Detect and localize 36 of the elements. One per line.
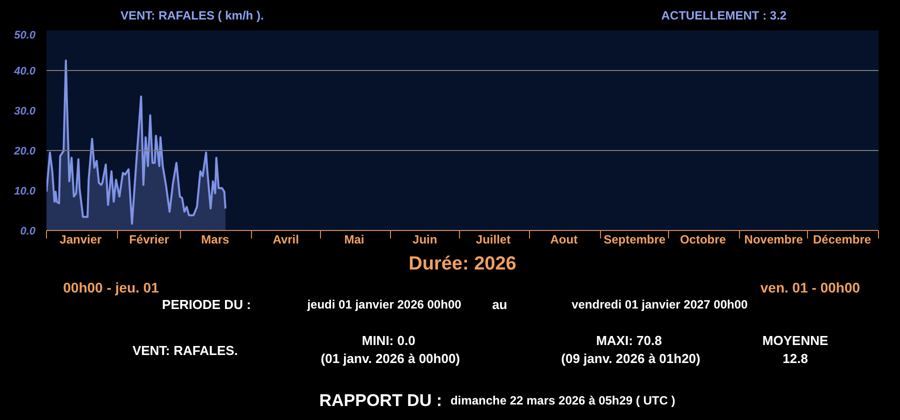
text: ven. 01 - 00h00 <box>760 280 860 296</box>
y-tick-label: 10.0 <box>14 186 36 198</box>
text: 00h00 - jeu. 01 <box>63 280 160 296</box>
text: PERIODE DU : <box>162 297 251 312</box>
x-axis-title: Durée: 2026 <box>408 254 516 274</box>
text: VENT: RAFALES. <box>132 343 238 358</box>
text: RAPPORT DU : <box>319 391 442 410</box>
y-tick-label: 0.0 <box>20 226 36 238</box>
y-tick-label: 50.0 <box>14 30 36 42</box>
x-tick-label: Novembre <box>744 232 804 246</box>
text: (09 janv. 2026 à 01h20) <box>561 351 700 366</box>
x-tick-label: Février <box>129 232 170 246</box>
text: (01 janv. 2026 à 00h00) <box>320 351 460 366</box>
y-tick-label: 20.0 <box>13 146 36 158</box>
x-tick-label: Avril <box>272 232 299 246</box>
text: MINI: 0.0 <box>362 333 416 348</box>
x-tick-label: Mars <box>201 232 230 246</box>
x-tick-label: Décembre <box>813 232 872 246</box>
text: dimanche 22 mars 2026 à 05h29 ( UTC ) <box>450 394 676 408</box>
x-tick-label: Aout <box>550 232 578 246</box>
x-tick-label: Juillet <box>476 232 511 246</box>
text: MAXI: 70.8 <box>596 333 662 348</box>
y-tick-label: 40.0 <box>13 66 36 78</box>
text: ACTUELLEMENT : 3.2 <box>661 8 787 22</box>
x-tick-label: Septembre <box>604 232 666 246</box>
text: 12.8 <box>782 351 808 366</box>
x-tick-label: Octobre <box>680 232 726 246</box>
x-tick-label: Juin <box>412 232 438 246</box>
text: jeudi 01 janvier 2026 00h00 <box>306 298 462 312</box>
x-tick-label: Janvier <box>60 232 102 246</box>
x-tick-label: Mai <box>344 232 364 246</box>
text: vendredi 01 janvier 2027 00h00 <box>572 298 748 312</box>
y-tick-label: 30.0 <box>14 106 36 118</box>
text: au <box>492 297 508 312</box>
chart-title: VENT: RAFALES ( km/h ). <box>120 8 264 22</box>
text: MOYENNE <box>762 333 828 348</box>
